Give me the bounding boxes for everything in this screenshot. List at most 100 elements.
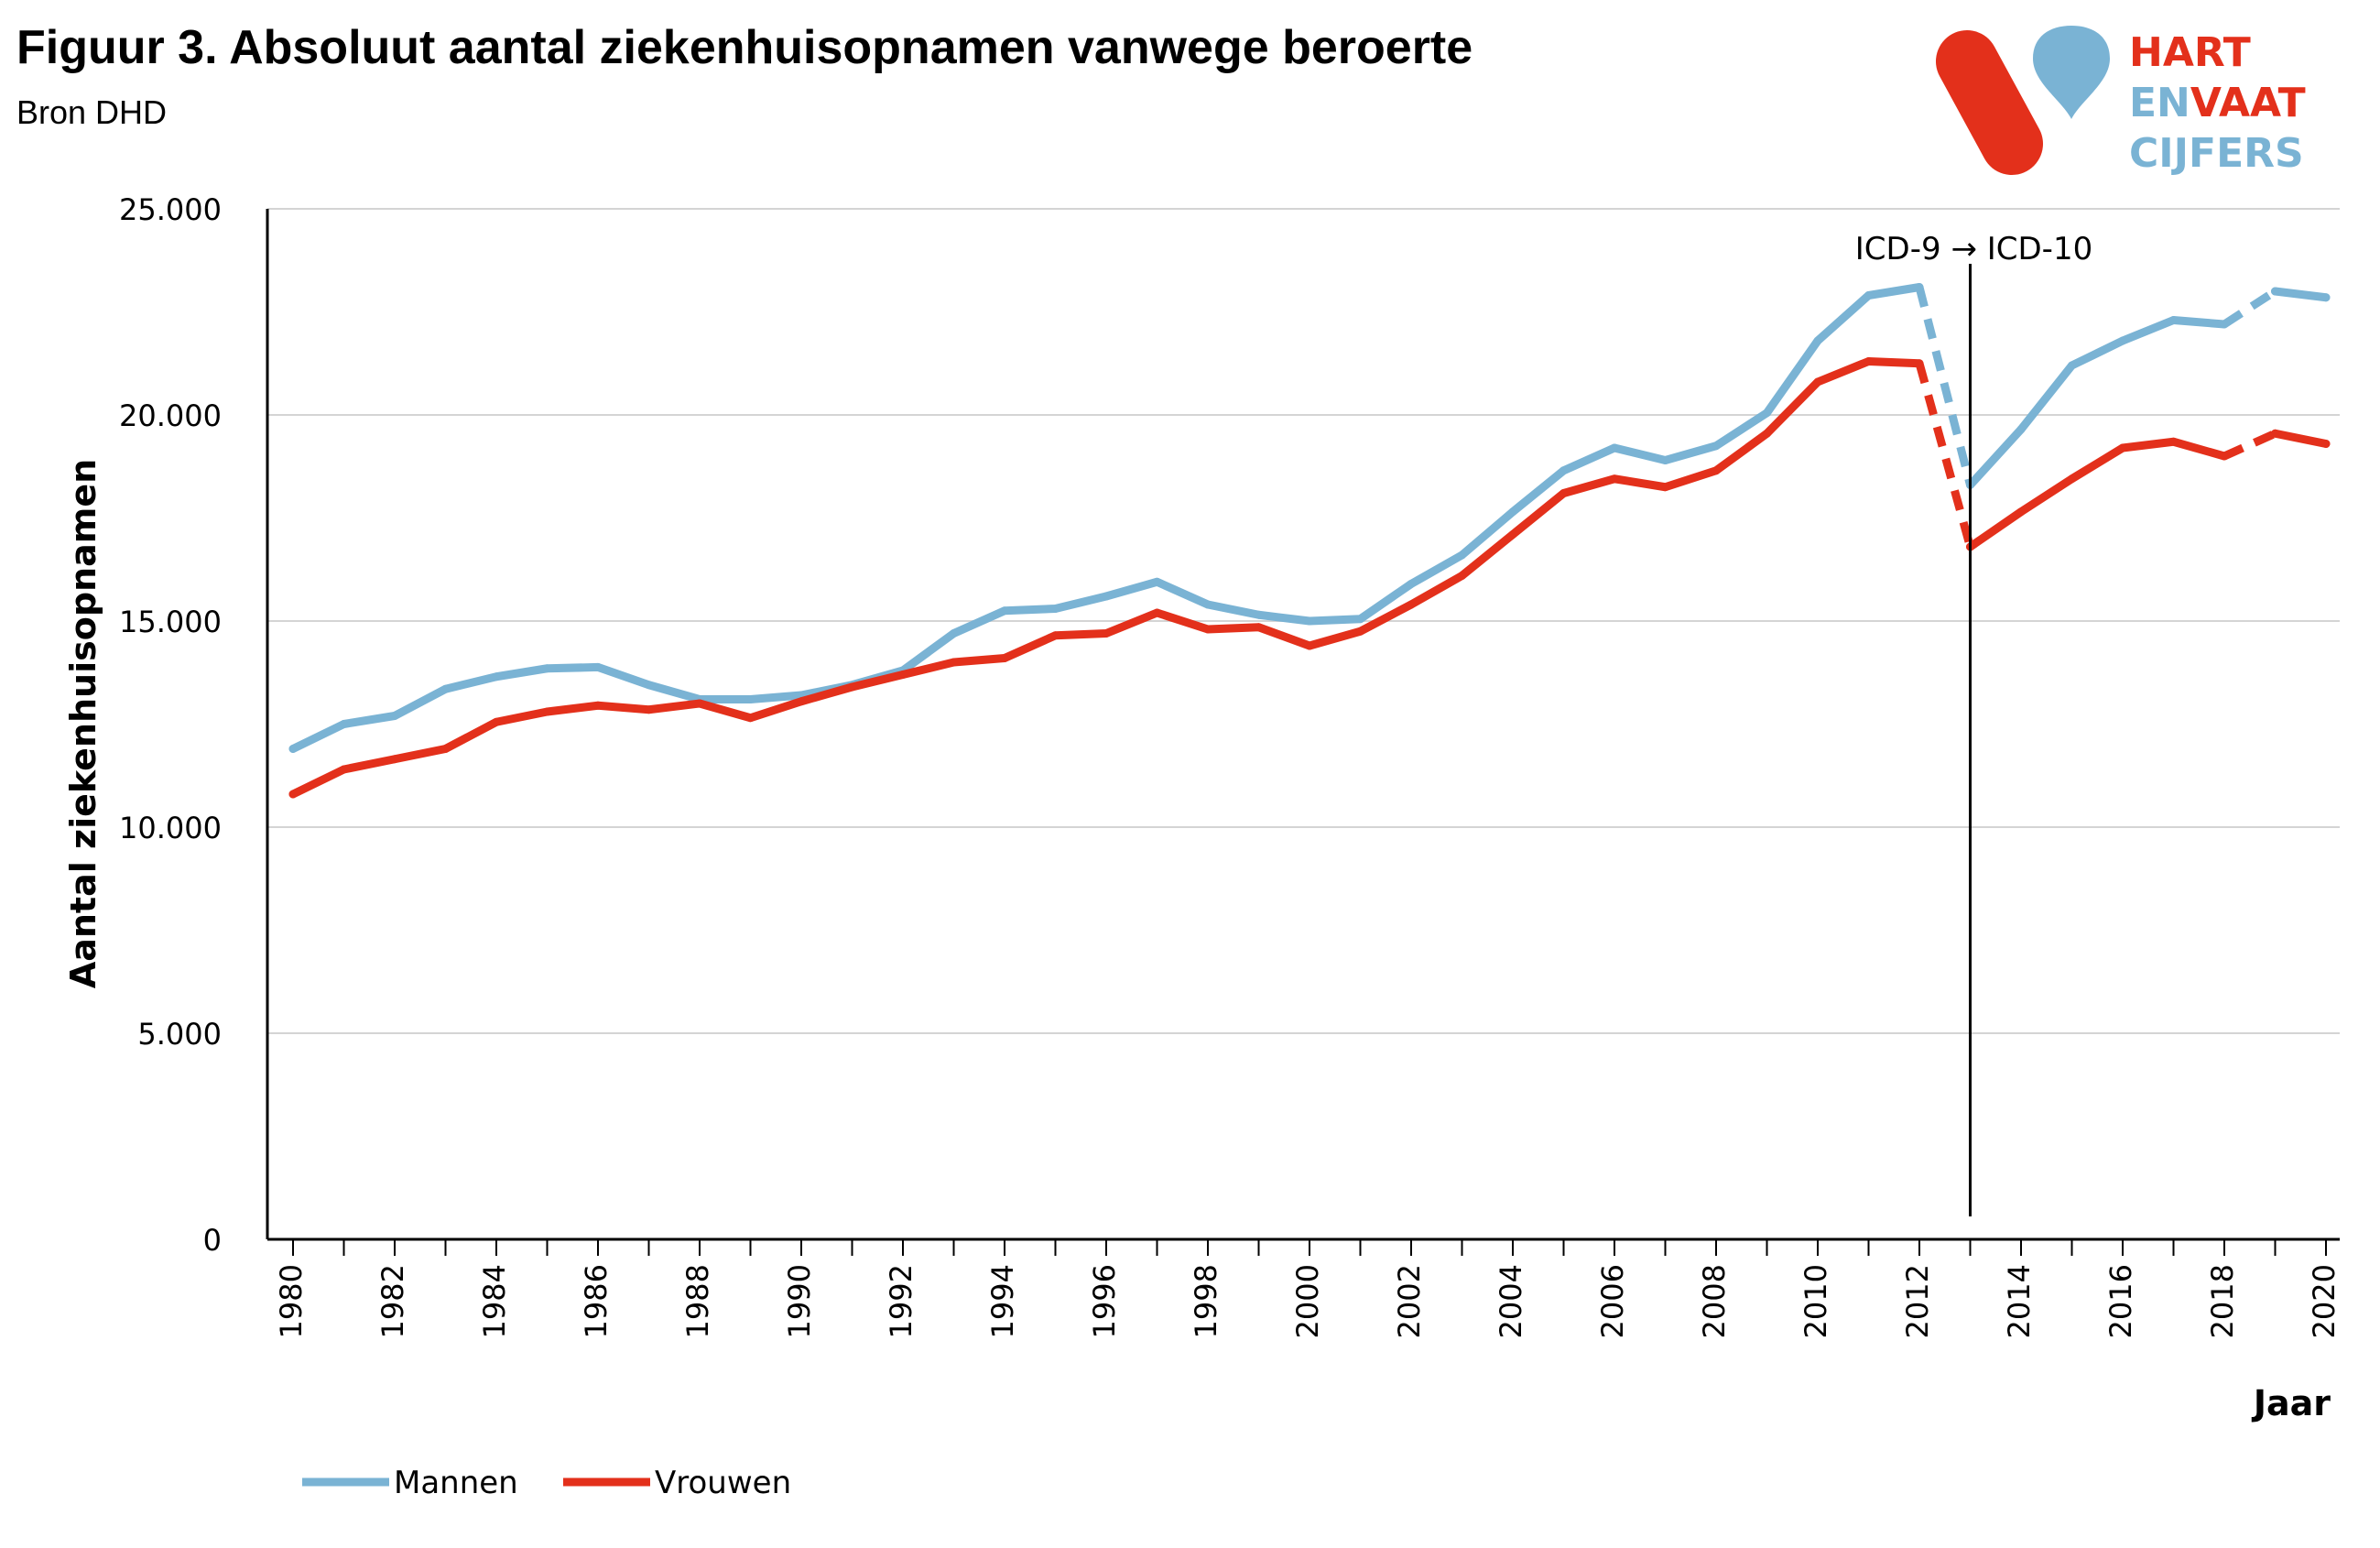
data-point-vrouwen-1982 <box>390 755 399 764</box>
x-tick-label: 2006 <box>1595 1264 1630 1338</box>
data-point-mannen-2020 <box>2321 293 2331 302</box>
data-point-mannen-2018 <box>2220 320 2229 329</box>
x-tick-label: 2014 <box>2002 1264 2037 1338</box>
data-point-mannen-2009 <box>1763 409 1771 418</box>
data-point-mannen-1994 <box>1000 606 1009 616</box>
y-tick-label: 5.000 <box>137 1017 222 1052</box>
data-point-vrouwen-2005 <box>1559 489 1568 497</box>
series-dashed-segment <box>1915 286 1974 486</box>
icd-annotation: ICD-9 → ICD-10 <box>1855 231 2092 1216</box>
icd-change-label: ICD-9 → ICD-10 <box>1855 231 2092 267</box>
data-point-mannen-2000 <box>1305 616 1314 626</box>
data-point-vrouwen-2006 <box>1610 474 1619 484</box>
chart-subtitle: Bron DHD <box>16 93 168 131</box>
chart-title: Figuur 3. Absoluut aantal ziekenhuisopna… <box>16 21 1473 74</box>
x-tick-label: 2020 <box>2307 1264 2342 1338</box>
data-point-vrouwen-1980 <box>288 790 298 799</box>
data-point-mannen-1984 <box>492 672 501 681</box>
data-point-mannen-1993 <box>950 629 958 638</box>
x-tick-label: 2004 <box>1494 1264 1528 1338</box>
data-point-vrouwen-2016 <box>2118 443 2127 452</box>
legend-label-mannen: Mannen <box>394 1465 518 1501</box>
data-point-vrouwen-2020 <box>2321 440 2331 448</box>
blue-drop-icon <box>2033 26 2110 119</box>
legend: Mannen Vrouwen <box>302 1465 791 1501</box>
data-point-mannen-2019 <box>2271 287 2279 296</box>
y-tick-label: 0 <box>203 1223 222 1258</box>
data-point-mannen-1995 <box>1051 605 1060 613</box>
x-tick-label: 2010 <box>1799 1264 1833 1338</box>
y-axis-title: Aantal ziekenhuisopnamen <box>63 459 103 988</box>
data-point-mannen-1996 <box>1102 592 1111 601</box>
data-point-vrouwen-1999 <box>1255 623 1263 632</box>
data-point-vrouwen-2007 <box>1661 483 1669 492</box>
series-dashed-segment <box>2222 288 2277 328</box>
logo-word-en: EN <box>2129 80 2190 126</box>
data-point-mannen-2011 <box>1864 291 1873 300</box>
data-point-mannen-1981 <box>340 720 348 728</box>
data-point-mannen-2008 <box>1712 442 1721 451</box>
x-tick-label: 2016 <box>2103 1264 2138 1338</box>
series-line-segment <box>2271 429 2331 448</box>
series-line-segment <box>1966 316 2229 489</box>
data-point-vrouwen-2015 <box>2068 474 2076 484</box>
data-point-mannen-2017 <box>2169 316 2178 324</box>
x-axis-title: Jaar <box>2251 1383 2331 1423</box>
data-point-vrouwen-1997 <box>1153 608 1161 617</box>
data-point-vrouwen-1991 <box>848 682 856 692</box>
data-point-vrouwen-2004 <box>1508 530 1517 539</box>
data-point-vrouwen-2017 <box>2169 437 2178 446</box>
data-point-vrouwen-2000 <box>1305 641 1314 650</box>
data-point-mannen-1985 <box>543 664 551 673</box>
x-tick-label: 1992 <box>884 1264 918 1338</box>
logo-line-hart: HART <box>2129 29 2251 76</box>
x-tick-label: 2012 <box>1900 1264 1935 1338</box>
data-point-mannen-1982 <box>390 712 399 720</box>
gridlines <box>267 208 2340 1034</box>
y-tick-label: 15.000 <box>119 605 222 639</box>
data-point-mannen-2014 <box>2016 425 2026 434</box>
x-tick-label: 1986 <box>579 1264 614 1338</box>
data-point-mannen-2001 <box>1356 615 1364 624</box>
data-point-vrouwen-2018 <box>2220 452 2229 461</box>
axis-labels: 0 5.000 10.000 15.000 20.000 25.000 1980 1982 19… <box>63 192 2342 1423</box>
data-point-vrouwen-1989 <box>746 714 755 723</box>
data-point-mannen-1983 <box>441 684 450 693</box>
x-tick-label: 1982 <box>375 1264 410 1338</box>
x-tick-label: 1988 <box>680 1264 715 1338</box>
data-point-vrouwen-1992 <box>898 670 907 679</box>
data-point-mannen-2005 <box>1559 466 1568 475</box>
series-line-segment <box>288 357 1924 799</box>
axes <box>266 209 2340 1256</box>
x-tick-label: 2002 <box>1392 1264 1427 1338</box>
data-point-mannen-2010 <box>1813 336 1822 345</box>
data-point-vrouwen-2001 <box>1356 627 1364 636</box>
data-point-vrouwen-1994 <box>1000 654 1009 662</box>
series-lines <box>288 283 2331 799</box>
data-point-mannen-2006 <box>1610 443 1619 452</box>
data-point-vrouwen-2014 <box>2016 507 2026 517</box>
data-point-vrouwen-1983 <box>441 745 450 753</box>
logo-line-cijfers: CIJFERS <box>2129 130 2304 177</box>
x-tick-label: 1998 <box>1189 1264 1223 1338</box>
x-tick-label: 2000 <box>1290 1264 1325 1338</box>
data-point-vrouwen-1986 <box>593 701 603 710</box>
series-line-segment <box>288 283 1924 753</box>
data-point-vrouwen-1996 <box>1102 629 1111 638</box>
data-point-mannen-1989 <box>746 695 755 703</box>
series-line-segment <box>1966 437 2229 551</box>
series-mannen <box>288 283 2331 753</box>
data-point-mannen-2002 <box>1407 580 1416 588</box>
data-point-mannen-2012 <box>1915 283 1924 291</box>
data-point-vrouwen-1998 <box>1203 625 1212 634</box>
data-point-vrouwen-1987 <box>645 705 653 714</box>
series-line-segment <box>2271 287 2331 302</box>
data-point-vrouwen-2003 <box>1458 572 1466 580</box>
data-point-mannen-1998 <box>1203 600 1212 609</box>
data-point-mannen-2015 <box>2068 361 2076 370</box>
data-point-mannen-1987 <box>645 681 653 690</box>
data-point-vrouwen-1993 <box>950 658 958 667</box>
data-point-vrouwen-2009 <box>1763 429 1771 438</box>
logo-word-vaat: VAAT <box>2190 80 2306 126</box>
